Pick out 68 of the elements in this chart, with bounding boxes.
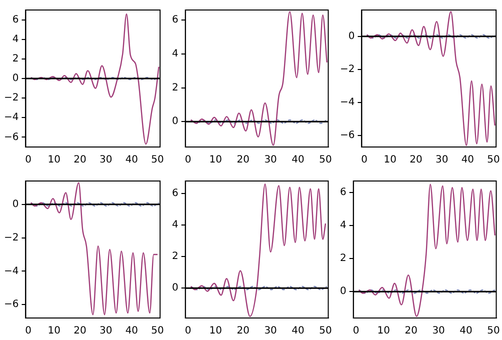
x-tick-label: 50	[319, 154, 332, 166]
y-tick-label: 2	[340, 253, 346, 264]
y-tick-label: 2	[172, 251, 178, 262]
line-series	[190, 11, 328, 146]
y-tick-label: −6	[4, 132, 19, 143]
y-tick-label: 4	[172, 48, 178, 60]
x-tick-label: 0	[184, 326, 192, 337]
x-tick-label: 30	[264, 154, 277, 166]
x-tick-label: 40	[125, 154, 138, 166]
x-tick-label: 40	[461, 154, 474, 166]
y-tick-label: 0	[348, 31, 355, 42]
x-tick-label: 20	[74, 154, 86, 166]
y-tick-label: −6	[340, 130, 355, 142]
x-tick-label: 10	[48, 154, 61, 166]
x-tick-label: 30	[264, 326, 277, 337]
x-tick-label: 30	[99, 154, 112, 166]
y-tick-label: 0	[12, 198, 19, 210]
x-tick-label: 20	[404, 326, 418, 337]
line-series	[190, 184, 326, 318]
y-tick-label: 0	[12, 73, 19, 84]
y-tick-label: −2	[4, 92, 19, 104]
x-tick-label: 30	[99, 326, 112, 337]
y-tick-label: −2	[340, 64, 355, 76]
x-tick-label: 30	[435, 154, 448, 166]
x-tick-label: 0	[184, 154, 192, 166]
x-tick-label: 20	[236, 326, 250, 337]
y-tick-label: 0	[172, 282, 178, 294]
x-tick-label: 30	[432, 326, 445, 337]
x-tick-label: 50	[151, 326, 164, 337]
y-tick-label: 6	[172, 188, 178, 200]
x-tick-label: 20	[74, 326, 86, 337]
x-tick-label: 10	[209, 154, 222, 166]
y-tick-label: 0	[340, 286, 346, 298]
x-tick-label: 20	[236, 154, 250, 166]
y-tick-label: −4	[4, 266, 19, 277]
y-tick-label: 4	[12, 34, 19, 45]
y-tick-label: 2	[172, 82, 178, 94]
x-tick-label: 0	[25, 326, 32, 337]
y-tick-label: 6	[172, 14, 178, 26]
line-series	[30, 13, 160, 145]
line-series	[30, 182, 158, 316]
x-tick-label: 0	[361, 154, 368, 166]
x-tick-label: 40	[292, 326, 304, 337]
y-tick-label: −2	[4, 232, 19, 244]
y-tick-label: 6	[12, 14, 19, 26]
y-tick-label: −4	[4, 112, 19, 124]
x-tick-label: 10	[377, 326, 390, 337]
x-tick-label: 0	[25, 154, 32, 166]
line-series	[358, 184, 496, 317]
x-tick-label: 40	[292, 154, 304, 166]
x-tick-label: 40	[125, 326, 138, 337]
x-tick-label: 10	[48, 326, 61, 337]
y-tick-label: 4	[340, 220, 346, 232]
y-tick-label: 4	[172, 220, 178, 231]
y-tick-label: 6	[340, 187, 346, 198]
line-series	[366, 11, 496, 146]
x-tick-label: 50	[487, 154, 500, 166]
x-tick-label: 40	[460, 326, 472, 337]
x-tick-label: 50	[319, 326, 332, 337]
y-tick-label: −6	[4, 299, 19, 310]
y-tick-label: 0	[172, 116, 178, 128]
y-tick-label: 2	[12, 54, 19, 65]
x-tick-label: 10	[384, 154, 397, 166]
y-tick-label: −4	[340, 97, 355, 108]
x-tick-label: 10	[209, 326, 222, 337]
x-tick-label: 20	[410, 154, 422, 166]
x-tick-label: 50	[487, 326, 500, 337]
x-tick-label: 50	[151, 154, 164, 166]
